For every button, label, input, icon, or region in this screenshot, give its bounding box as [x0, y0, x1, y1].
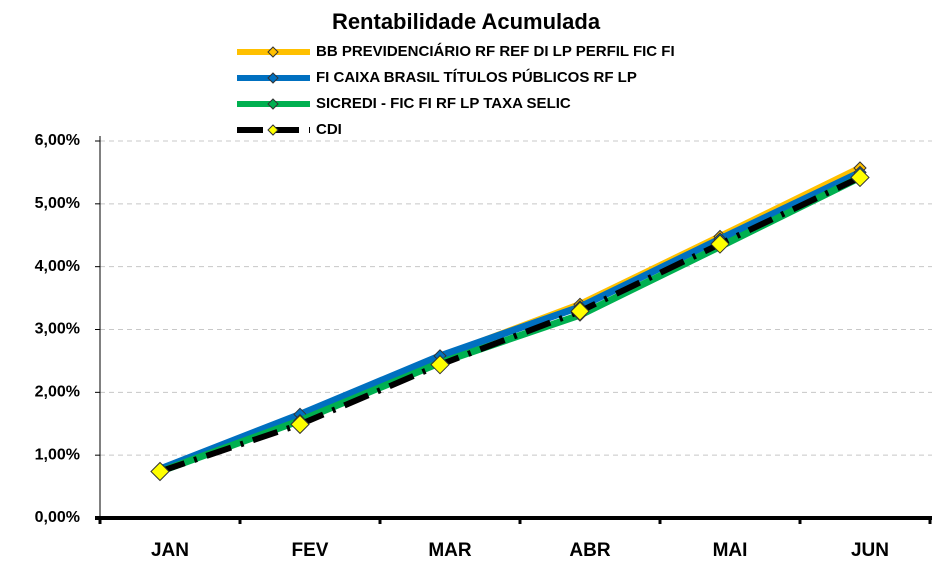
series-line [159, 174, 862, 475]
y-tick-label: 1,00% [35, 446, 80, 463]
legend-label: SICREDI - FIC FI RF LP TAXA SELIC [316, 95, 571, 112]
x-tick-label: MAR [428, 540, 472, 561]
x-tick-label: ABR [569, 540, 610, 561]
y-tick-label: 2,00% [35, 384, 80, 401]
legend-marker [267, 98, 279, 110]
legend-marker [267, 72, 279, 84]
y-tick-label: 4,00% [35, 258, 80, 275]
legend-marker [267, 46, 279, 58]
legend-label: FI CAIXA BRASIL TÍTULOS PÚBLICOS RF LP [316, 68, 637, 86]
x-tick-label: FEV [292, 540, 329, 561]
y-tick-label: 5,00% [35, 195, 80, 212]
data-point [710, 234, 730, 254]
series-line [158, 169, 862, 473]
x-tick-label: JAN [151, 540, 189, 561]
y-tick-label: 3,00% [35, 321, 80, 338]
data-point [290, 414, 310, 435]
x-tick-label: JUN [851, 540, 889, 561]
y-tick-label: 6,00% [35, 132, 80, 149]
legend-marker [267, 124, 279, 136]
chart-title: Rentabilidade Acumulada [332, 9, 601, 34]
legend-label: BB PREVIDENCIÁRIO RF REF DI LP PERFIL FI… [316, 43, 675, 60]
data-point [850, 167, 870, 188]
data-point [570, 301, 590, 321]
y-tick-label: 0,00% [35, 509, 80, 526]
x-tick-label: MAI [713, 540, 748, 561]
legend-label: CDI [316, 121, 342, 138]
data-point [430, 354, 450, 375]
data-point [150, 461, 170, 482]
series-line [158, 174, 862, 475]
